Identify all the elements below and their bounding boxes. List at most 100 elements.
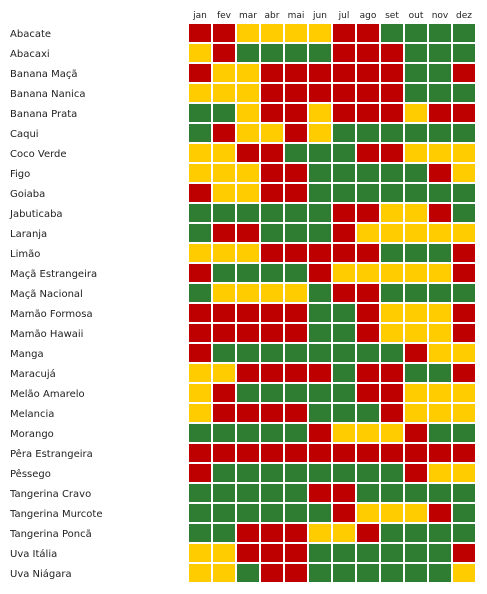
heatmap-cell bbox=[187, 462, 213, 484]
heatmap-cell bbox=[451, 102, 477, 124]
heatmap-cell bbox=[331, 242, 357, 264]
heatmap-cell bbox=[283, 402, 309, 424]
heatmap-cell bbox=[307, 482, 333, 504]
heatmap-cell bbox=[307, 382, 333, 404]
heatmap-cell bbox=[259, 502, 285, 524]
heatmap-cell bbox=[379, 302, 405, 324]
fruit-label: Morango bbox=[10, 429, 54, 440]
heatmap-cell bbox=[235, 322, 261, 344]
fruit-label: Abacate bbox=[10, 29, 51, 40]
heatmap-cell bbox=[211, 282, 237, 304]
heatmap-cell bbox=[451, 322, 477, 344]
heatmap-cell bbox=[379, 402, 405, 424]
heatmap-cell bbox=[211, 182, 237, 204]
heatmap-cell bbox=[307, 142, 333, 164]
heatmap-cell bbox=[259, 422, 285, 444]
heatmap-cell bbox=[235, 302, 261, 324]
heatmap-cell bbox=[451, 122, 477, 144]
heatmap-cell bbox=[307, 302, 333, 324]
heatmap-cell bbox=[403, 502, 429, 524]
heatmap-cell bbox=[451, 162, 477, 184]
heatmap-cell bbox=[331, 182, 357, 204]
heatmap-cell bbox=[451, 382, 477, 404]
heatmap-cell bbox=[427, 22, 453, 44]
heatmap-cell bbox=[403, 362, 429, 384]
heatmap-cell bbox=[331, 502, 357, 524]
heatmap-cell bbox=[211, 162, 237, 184]
heatmap-cell bbox=[451, 522, 477, 544]
heatmap-cell bbox=[331, 342, 357, 364]
fruit-label: Figo bbox=[10, 169, 30, 180]
heatmap-cell bbox=[403, 222, 429, 244]
heatmap-cell bbox=[187, 42, 213, 64]
heatmap-cell bbox=[211, 242, 237, 264]
heatmap-cell bbox=[355, 182, 381, 204]
heatmap-cell bbox=[331, 442, 357, 464]
heatmap-cell bbox=[451, 22, 477, 44]
heatmap-cell bbox=[403, 82, 429, 104]
heatmap-cell bbox=[187, 182, 213, 204]
heatmap-cell bbox=[403, 102, 429, 124]
month-label-mar: mar bbox=[239, 11, 257, 21]
heatmap-cell bbox=[331, 22, 357, 44]
heatmap-cell bbox=[187, 562, 213, 584]
heatmap-cell bbox=[355, 42, 381, 64]
heatmap-cell bbox=[307, 502, 333, 524]
heatmap-cell bbox=[235, 142, 261, 164]
heatmap-cell bbox=[379, 182, 405, 204]
heatmap-cell bbox=[427, 302, 453, 324]
heatmap-cell bbox=[379, 142, 405, 164]
heatmap-cell bbox=[379, 482, 405, 504]
heatmap-cell bbox=[451, 262, 477, 284]
heatmap-cell bbox=[211, 102, 237, 124]
heatmap-cell bbox=[379, 362, 405, 384]
heatmap-cell bbox=[187, 222, 213, 244]
heatmap-cell bbox=[331, 322, 357, 344]
heatmap-cell bbox=[427, 202, 453, 224]
heatmap-cell bbox=[403, 182, 429, 204]
heatmap-cell bbox=[427, 102, 453, 124]
heatmap-cell bbox=[451, 222, 477, 244]
heatmap-cell bbox=[331, 202, 357, 224]
heatmap-cell bbox=[187, 162, 213, 184]
heatmap-cell bbox=[355, 202, 381, 224]
heatmap-cell bbox=[211, 82, 237, 104]
heatmap-cell bbox=[211, 522, 237, 544]
heatmap-cell bbox=[427, 82, 453, 104]
heatmap-cell bbox=[355, 462, 381, 484]
heatmap-cell bbox=[403, 462, 429, 484]
heatmap-cell bbox=[259, 202, 285, 224]
heatmap-cell bbox=[427, 142, 453, 164]
heatmap-cell bbox=[211, 342, 237, 364]
heatmap-cell bbox=[307, 562, 333, 584]
heatmap-cell bbox=[379, 282, 405, 304]
heatmap-cell bbox=[187, 442, 213, 464]
heatmap-cell bbox=[427, 342, 453, 364]
heatmap-cell bbox=[451, 422, 477, 444]
heatmap-cell bbox=[331, 302, 357, 324]
heatmap-cell bbox=[355, 422, 381, 444]
heatmap-cell bbox=[187, 22, 213, 44]
heatmap-cell bbox=[379, 122, 405, 144]
fruit-label: Coco Verde bbox=[10, 149, 67, 160]
heatmap-cell bbox=[427, 182, 453, 204]
heatmap-cell bbox=[235, 562, 261, 584]
heatmap-cell bbox=[379, 542, 405, 564]
heatmap-cell bbox=[403, 122, 429, 144]
heatmap-cell bbox=[451, 142, 477, 164]
fruit-label: Limão bbox=[10, 249, 40, 260]
fruit-label: Melancia bbox=[10, 409, 54, 420]
heatmap-cell bbox=[379, 242, 405, 264]
heatmap-cell bbox=[427, 522, 453, 544]
heatmap-cell bbox=[451, 442, 477, 464]
heatmap-cell bbox=[259, 62, 285, 84]
heatmap-cell bbox=[283, 562, 309, 584]
heatmap-cell bbox=[283, 102, 309, 124]
heatmap-cell bbox=[331, 382, 357, 404]
fruit-label-column: Abacate Abacaxi Banana Maçã Banana Nanica Ba… bbox=[9, 29, 103, 580]
heatmap-cell bbox=[259, 122, 285, 144]
heatmap-cell bbox=[235, 442, 261, 464]
fruit-label: Laranja bbox=[10, 229, 47, 240]
heatmap-cell bbox=[259, 282, 285, 304]
heatmap-cell bbox=[259, 182, 285, 204]
